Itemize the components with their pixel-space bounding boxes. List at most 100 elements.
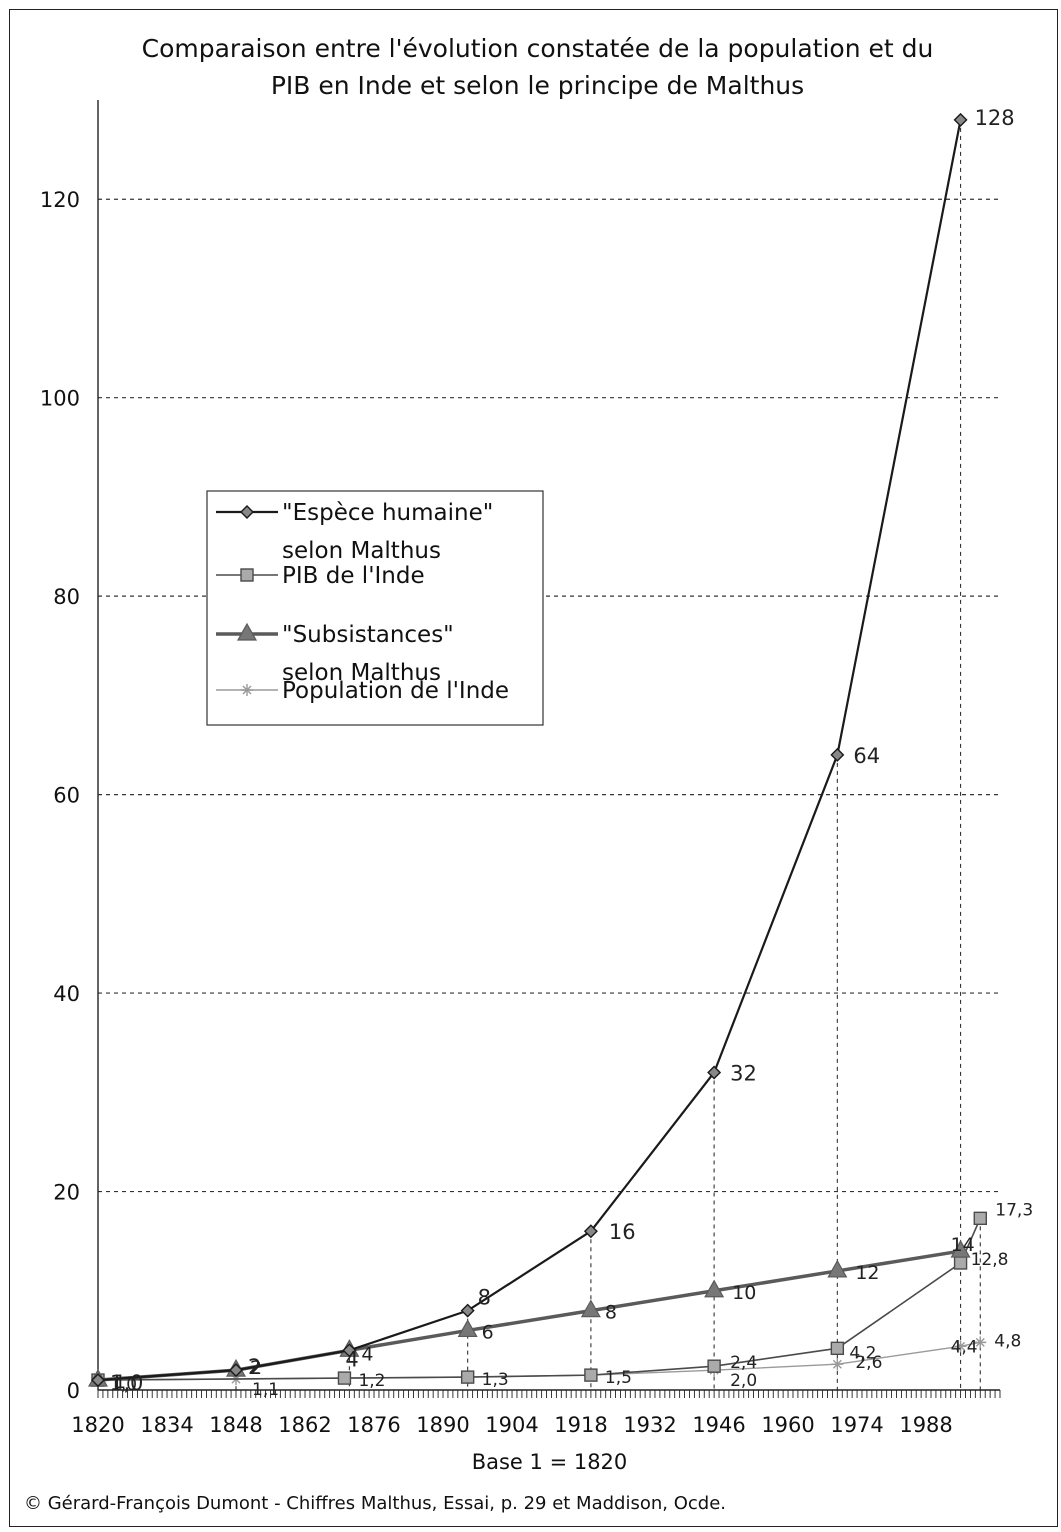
x-tick-label-1890: 1890 <box>416 1413 469 1437</box>
series-0-point-5 <box>707 1065 722 1080</box>
data-label-2-3: 6 <box>482 1321 494 1343</box>
grid-lines <box>98 198 1000 1193</box>
data-label-0-3: 8 <box>478 1286 491 1310</box>
series-1-point-2 <box>460 1370 475 1384</box>
series-1-point-4 <box>707 1359 721 1373</box>
series-0-point-6 <box>830 747 845 762</box>
data-label-1-0: 1,0 <box>110 1375 137 1395</box>
data-label-0-2: 4 <box>345 1347 358 1371</box>
data-label-1-6: 12,8 <box>971 1250 1009 1270</box>
series-2-point-5 <box>704 1279 725 1298</box>
series-2-point-3 <box>457 1319 478 1338</box>
data-label-0-4: 16 <box>609 1220 636 1244</box>
legend-label-0-line-0: "Espèce humaine" <box>282 500 493 526</box>
data-label-3-5: 2,0 <box>730 1371 757 1391</box>
y-tick-label-20: 20 <box>53 1181 80 1205</box>
y-tick-label-80: 80 <box>53 585 80 609</box>
data-label-2-4: 8 <box>605 1302 617 1324</box>
series-0-point-2 <box>342 1343 357 1358</box>
data-label-1-5: 4,2 <box>849 1343 876 1363</box>
x-tick-label-1834: 1834 <box>140 1413 193 1437</box>
legend-label-1-line-0: PIB de l'Inde <box>282 563 425 589</box>
series-2-point-7 <box>950 1239 971 1258</box>
data-label-3-6: 2,6 <box>855 1353 882 1373</box>
x-tick-label-1988: 1988 <box>899 1413 952 1437</box>
y-tick-label-40: 40 <box>53 982 80 1006</box>
legend-label-2-line-0: "Subsistances" <box>282 622 454 648</box>
chart-title-line-2: PIB en Inde et selon le principe de Malt… <box>270 71 805 100</box>
x-tick-label-1974: 1974 <box>830 1413 883 1437</box>
legend-label-3-line-0: Population de l'Inde <box>282 678 509 704</box>
legend-label-2: "Subsistances" selon Malthus <box>282 622 454 686</box>
data-label-2-2: 4 <box>361 1343 373 1365</box>
data-label-0-6: 64 <box>853 744 880 768</box>
x-tick-label-1862: 1862 <box>278 1413 331 1437</box>
data-label-0-1: 2 <box>248 1355 261 1379</box>
series-1-point-3 <box>584 1368 598 1382</box>
series-3-point-8 <box>974 1336 987 1349</box>
x-tick-label-1960: 1960 <box>761 1413 814 1437</box>
series-1-point-6 <box>953 1256 968 1270</box>
x-tick-label-1946: 1946 <box>692 1413 745 1437</box>
series-line-0 <box>97 119 962 1382</box>
y-tick-label-0: 0 <box>67 1379 80 1403</box>
data-label-1-7: 17,3 <box>995 1200 1033 1220</box>
data-label-1-2: 1,3 <box>482 1370 509 1390</box>
x-tick-label-1820: 1820 <box>71 1413 124 1437</box>
legend-marker-2 <box>236 622 258 641</box>
data-label-0-7: 128 <box>975 106 1015 130</box>
x-tick-label-1918: 1918 <box>554 1413 607 1437</box>
source-credit: © Gérard-François Dumont - Chiffres Malt… <box>24 1493 726 1514</box>
series-3-point-6 <box>831 1358 844 1371</box>
data-label-2-1: 2 <box>250 1357 262 1379</box>
chart-title: Comparaison entre l'évolution constatée … <box>0 30 1061 104</box>
legend-label-2-line-1: selon Malthus <box>282 660 441 686</box>
legend-label-0: "Espèce humaine" selon Malthus <box>282 500 493 564</box>
series-1-point-7 <box>973 1211 987 1226</box>
legend-label-3: Population de l'Inde <box>282 678 509 704</box>
series-2-point-6 <box>827 1259 848 1278</box>
series-line-1 <box>97 1218 982 1381</box>
series-1-point-1 <box>337 1371 352 1385</box>
data-label-1-4: 2,4 <box>730 1353 757 1373</box>
data-label-2-6: 12 <box>855 1262 879 1284</box>
series-2-point-4 <box>580 1299 601 1318</box>
data-label-2-0: 1 <box>114 1371 126 1393</box>
series-0-point-0 <box>91 1373 105 1388</box>
chart-frame <box>9 9 1058 1527</box>
data-label-0-0: 1,0 <box>110 1371 143 1395</box>
x-tick-label-1904: 1904 <box>485 1413 538 1437</box>
series-0-point-3 <box>460 1303 475 1318</box>
data-label-1-3: 1,5 <box>605 1368 632 1388</box>
series-group <box>87 112 987 1388</box>
legend-marker-1 <box>240 568 254 582</box>
legend-box <box>206 490 544 726</box>
x-tick-label-1848: 1848 <box>209 1413 262 1437</box>
x-axis-label: Base 1 = 1820 <box>471 1450 628 1474</box>
series-3-point-7 <box>954 1340 967 1353</box>
y-tick-label-100: 100 <box>40 387 80 411</box>
data-label-3-7: 4,4 <box>951 1337 978 1357</box>
data-label-3-1: 1,1 <box>252 1380 279 1400</box>
legend-marker-3 <box>241 684 253 696</box>
data-label-2-5: 10 <box>732 1282 756 1304</box>
series-0-point-1 <box>229 1363 244 1378</box>
x-tick-label-1876: 1876 <box>347 1413 400 1437</box>
x-tick-label-1932: 1932 <box>623 1413 676 1437</box>
y-tick-label-120: 120 <box>40 188 80 212</box>
data-label-2-7: 14 <box>951 1234 975 1256</box>
data-label-0-5: 32 <box>730 1061 757 1085</box>
legend-label-1: PIB de l'Inde <box>282 563 425 589</box>
legend-marker-0 <box>240 505 254 519</box>
data-label-1-1: 1,2 <box>358 1371 385 1391</box>
series-0-point-7 <box>953 112 968 127</box>
chart-title-line-1: Comparaison entre l'évolution constatée … <box>141 34 934 63</box>
y-tick-label-60: 60 <box>53 784 80 808</box>
data-label-3-8: 4,8 <box>994 1331 1021 1351</box>
legend-label-0-line-1: selon Malthus <box>282 538 441 564</box>
series-1-point-5 <box>830 1341 845 1356</box>
